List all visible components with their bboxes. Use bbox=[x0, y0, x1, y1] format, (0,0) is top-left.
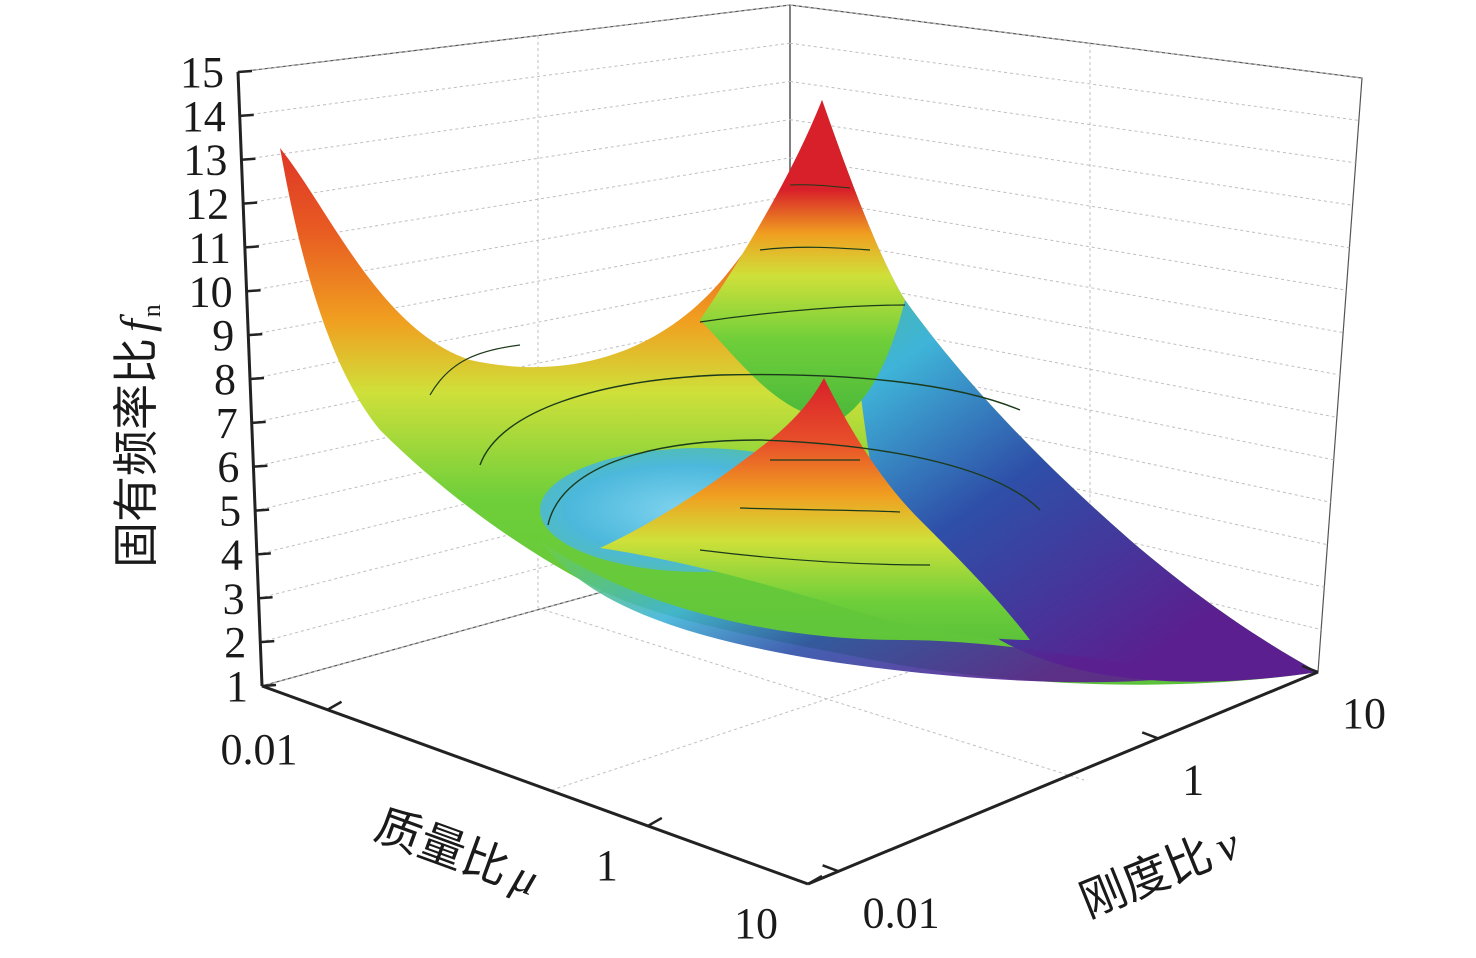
mu-ticks: 0.01 1 10 bbox=[221, 700, 823, 948]
z-tick-label: 3 bbox=[223, 574, 245, 623]
z-tick-label: 11 bbox=[188, 223, 230, 272]
z-tick-label: 8 bbox=[214, 355, 236, 404]
z-gridline-right bbox=[789, 233, 1344, 334]
mu-axis-line bbox=[261, 684, 809, 886]
z-axis-title-text: 固有频率比 bbox=[111, 338, 162, 568]
z-tick-label: 9 bbox=[212, 311, 234, 360]
z-axis-title: 固有频率比fn bbox=[111, 304, 166, 568]
mu-tick-mark bbox=[807, 874, 823, 886]
nu-ticks: 0.01 1 10 bbox=[822, 664, 1386, 937]
nu-tick-mark bbox=[822, 864, 840, 873]
z-tick-label: 10 bbox=[189, 267, 233, 316]
svg-text:质量比μ: 质量比μ bbox=[369, 799, 545, 905]
mu-axis-title: 质量比μ bbox=[369, 799, 545, 905]
mu-tick-label: 10 bbox=[734, 899, 778, 948]
z-tick-label: 6 bbox=[217, 443, 239, 492]
z-tick-mark bbox=[244, 245, 259, 249]
svg-text:刚度比ν: 刚度比ν bbox=[1073, 817, 1247, 927]
z-tick-mark bbox=[239, 113, 254, 118]
z-gridline-left bbox=[237, 4, 791, 73]
mu-axis-title-text: 质量比 bbox=[369, 799, 516, 894]
z-tick-mark bbox=[251, 420, 266, 425]
contour-9 bbox=[789, 184, 851, 189]
surface-inner-cusp bbox=[600, 378, 1030, 640]
z-tick-mark bbox=[256, 552, 271, 556]
z-tick-label: 13 bbox=[183, 136, 227, 185]
z-tick-label: 15 bbox=[180, 48, 224, 97]
z-gridline-right bbox=[789, 4, 1363, 79]
z-gridline-right bbox=[789, 195, 1347, 291]
contour-4 bbox=[699, 304, 906, 323]
nu-tick-mark bbox=[1301, 664, 1319, 674]
z-tick-label: 4 bbox=[221, 530, 243, 579]
surface-back-peak bbox=[700, 100, 905, 420]
z-tick-label: 14 bbox=[182, 92, 226, 141]
surface-right-sheet bbox=[822, 100, 1318, 682]
z-gridline-left bbox=[239, 42, 791, 117]
contour-5 bbox=[759, 246, 871, 251]
z-tick-mark bbox=[241, 157, 256, 161]
z-gridline-left bbox=[241, 80, 791, 161]
z-gridline-right bbox=[789, 119, 1353, 206]
frequency-surface bbox=[280, 100, 1318, 685]
z-tick-mark bbox=[261, 683, 277, 688]
z-tick-mark bbox=[260, 639, 275, 644]
nu-tick-label: 1 bbox=[1182, 755, 1204, 804]
contour-3 bbox=[429, 344, 521, 396]
nu-tick-label: 10 bbox=[1342, 689, 1386, 738]
z-tick-label: 2 bbox=[224, 618, 246, 667]
z-tick-mark bbox=[243, 201, 258, 205]
z-tick-label: 12 bbox=[185, 180, 229, 229]
z-gridline-left bbox=[243, 119, 791, 205]
z-tick-mark bbox=[246, 289, 261, 293]
nu-tick-label: 0.01 bbox=[863, 888, 940, 937]
z-gridline-right bbox=[789, 42, 1359, 121]
z-tick-mark bbox=[248, 332, 263, 337]
z-gridline-right bbox=[789, 80, 1356, 164]
svg-text:固有频率比fn: 固有频率比fn bbox=[111, 304, 166, 568]
contour-6 bbox=[699, 549, 931, 566]
nu-axis-line bbox=[807, 670, 1319, 886]
surface-lower-band bbox=[540, 540, 1200, 683]
contour-1 bbox=[547, 439, 1041, 526]
z-gridline-right bbox=[789, 157, 1350, 249]
z-tick-mark bbox=[258, 596, 273, 600]
nu-axis-title-text: 刚度比 bbox=[1073, 828, 1220, 927]
contour-2 bbox=[479, 373, 1021, 466]
mu-tick-label: 0.01 bbox=[221, 725, 298, 774]
contour-7 bbox=[739, 507, 901, 513]
z-tick-mark bbox=[253, 464, 268, 468]
z-tick-label: 7 bbox=[216, 399, 238, 448]
z-tick-label: 1 bbox=[226, 662, 248, 711]
z-tick-mark bbox=[255, 508, 270, 512]
z-tick-mark bbox=[249, 376, 265, 381]
nu-tick-mark bbox=[1141, 731, 1159, 740]
z-tick-mark bbox=[237, 69, 253, 74]
mu-tick-label: 1 bbox=[596, 841, 618, 890]
z-axis-subscript: n bbox=[137, 304, 166, 317]
mu-tick-mark bbox=[647, 816, 663, 828]
nu-axis-title: 刚度比ν bbox=[1073, 817, 1247, 927]
floor-gridline-2 bbox=[551, 611, 1091, 791]
mu-tick-mark bbox=[326, 700, 343, 711]
z-tick-label: 5 bbox=[219, 487, 241, 536]
